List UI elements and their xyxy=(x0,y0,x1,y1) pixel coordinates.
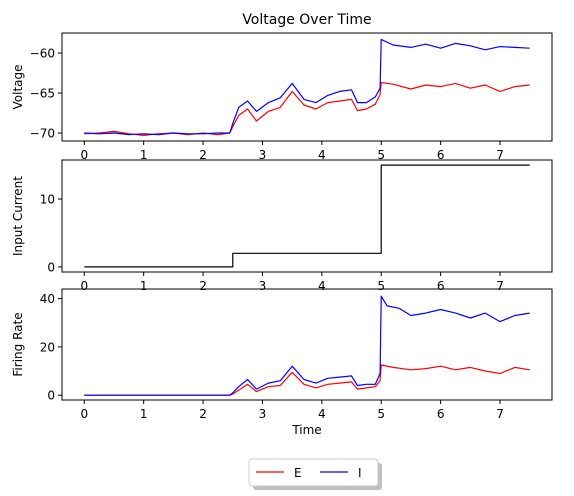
y-axis-label: Input Current xyxy=(11,176,25,256)
y-tick-label: 10 xyxy=(40,193,55,207)
x-tick-label: 0 xyxy=(80,407,88,421)
legend-box xyxy=(248,458,379,487)
x-tick-label: 7 xyxy=(496,279,504,293)
x-tick-label: 5 xyxy=(377,148,385,162)
x-tick-label: 7 xyxy=(496,148,504,162)
x-tick-label: 2 xyxy=(199,407,207,421)
x-tick-label: 6 xyxy=(437,279,445,293)
axes-frame xyxy=(61,32,553,142)
x-tick-label: 3 xyxy=(259,279,267,293)
series-line-i xyxy=(84,38,530,136)
subplot-2: 0 1 2 3 4 5 6 7 0 10 Input Current xyxy=(11,159,553,293)
x-tick-label: 2 xyxy=(199,148,207,162)
x-tick-label: 4 xyxy=(318,279,326,293)
y-tick-label: 0 xyxy=(47,260,55,274)
x-tick-label: 5 xyxy=(377,279,385,293)
y-tick-label: 20 xyxy=(40,340,55,354)
x-tick-label: 2 xyxy=(199,279,207,293)
y-tick-label: −65 xyxy=(30,87,55,101)
legend-label-e: E xyxy=(294,466,302,480)
x-axis-label: Time xyxy=(291,423,321,437)
y-tick-label: −70 xyxy=(30,127,55,141)
legend-label-i: I xyxy=(358,466,362,480)
series-line-i xyxy=(84,295,530,396)
x-tick-label: 0 xyxy=(80,148,88,162)
y-axis-label: Firing Rate xyxy=(11,312,25,376)
axes-frame xyxy=(61,159,553,273)
x-tick-label: 3 xyxy=(259,407,267,421)
x-tick-label: 3 xyxy=(259,148,267,162)
x-tick-label: 1 xyxy=(140,148,148,162)
x-tick-label: 4 xyxy=(318,407,326,421)
series-line-current xyxy=(84,164,530,268)
x-tick-label: 6 xyxy=(437,407,445,421)
axes-frame xyxy=(61,288,553,401)
x-tick-label: 4 xyxy=(318,148,326,162)
x-tick-label: 0 xyxy=(80,279,88,293)
y-tick-label: −60 xyxy=(30,47,55,61)
subplot-3: 0 1 2 3 4 5 6 7 0 20 40 Firing Rate Time xyxy=(11,288,553,437)
chart-title: Voltage Over Time xyxy=(242,12,371,28)
x-tick-label: 7 xyxy=(496,407,504,421)
series-line-e xyxy=(84,81,530,136)
x-tick-label: 1 xyxy=(140,279,148,293)
subplot-1: 0 1 2 3 4 5 6 7 −70 −65 −60 Voltage Voltage Over Tim… xyxy=(11,12,553,162)
x-tick-label: 6 xyxy=(437,148,445,162)
y-tick-label: 0 xyxy=(47,389,55,403)
x-tick-label: 1 xyxy=(140,407,148,421)
x-tick-label: 5 xyxy=(377,407,385,421)
y-tick-label: 40 xyxy=(40,292,55,306)
y-axis-label: Voltage xyxy=(11,64,25,109)
